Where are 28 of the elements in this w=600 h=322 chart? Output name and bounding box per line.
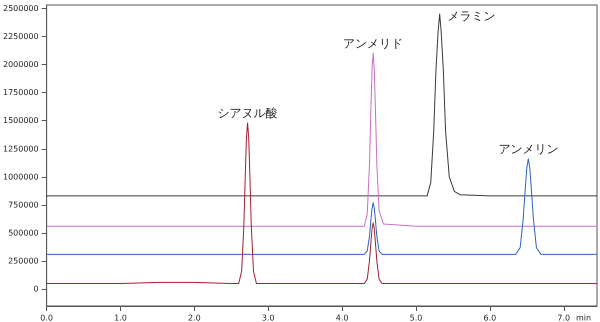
- line-series: [46, 122, 598, 284]
- annotation: シアヌル酸: [218, 106, 278, 120]
- line-series: [46, 13, 598, 196]
- x-tick-label: 6.0: [484, 314, 496, 322]
- y-tick-label: 1250000: [2, 144, 39, 154]
- y-tick-label: 500000: [8, 228, 39, 238]
- y-tick-label: 2250000: [2, 32, 39, 41]
- y-tick-label: 1000000: [2, 172, 39, 182]
- annotation: メラミン: [448, 8, 496, 23]
- y-tick-label: 0: [34, 284, 39, 294]
- x-axis-title: min: [576, 314, 592, 322]
- x-tick-label: 0.0: [40, 314, 53, 322]
- annotation: アンメリド: [343, 36, 404, 50]
- y-tick-label: 1750000: [2, 88, 39, 98]
- line-series: [46, 52, 598, 227]
- x-tick-label: 2.0: [188, 314, 201, 322]
- y-tick-label: 2000000: [2, 60, 39, 70]
- x-tick-label: 7.0: [557, 314, 570, 322]
- x-tick-label: 4.0: [336, 314, 348, 322]
- y-tick-label: 2500000: [2, 4, 39, 13]
- line-series: [46, 158, 598, 255]
- y-tick-label: 750000: [8, 200, 39, 210]
- y-tick-label: 250000: [8, 256, 39, 266]
- y-tick-label: 1500000: [2, 116, 39, 126]
- x-tick-label: 5.0: [410, 314, 422, 322]
- annotation: アンメリン: [498, 142, 558, 156]
- x-tick-label: 1.0: [114, 314, 127, 322]
- x-tick-label: 3.0: [262, 314, 275, 322]
